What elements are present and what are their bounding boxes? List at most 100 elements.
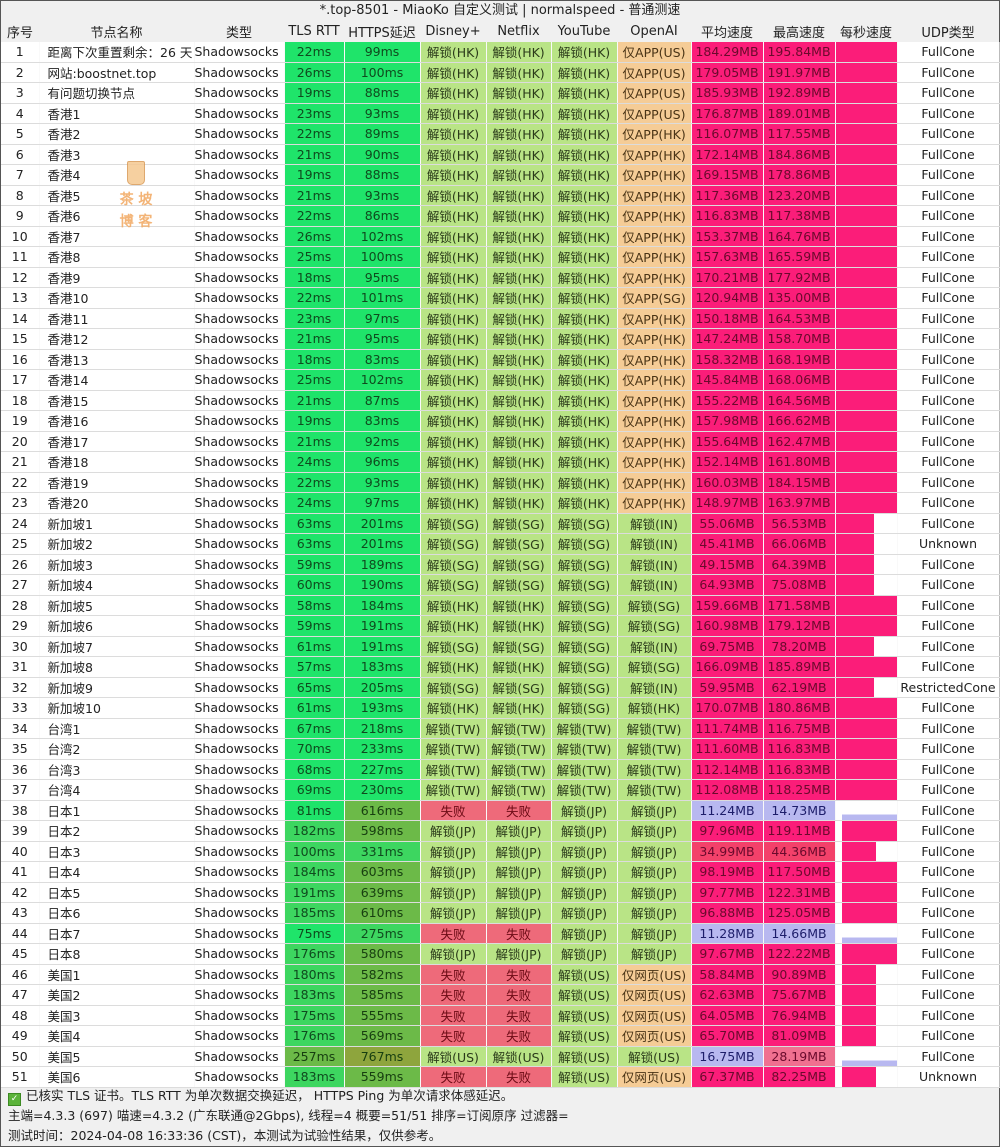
table-row[interactable]: 41 日本4 Shadowsocks 184ms 603ms 解锁(JP) 解锁(JP) 解锁…	[1, 861, 1000, 883]
cell-udp-type: FullCone	[897, 984, 1000, 1006]
speed-sparkline	[835, 349, 898, 370]
cell-node-name: 香港19	[39, 472, 195, 493]
cell-netflix: 解锁(HK)	[486, 390, 552, 411]
cell-type: Shadowsocks	[194, 62, 285, 83]
table-row[interactable]: 11 香港8 Shadowsocks 25ms 100ms 解锁(HK) 解锁(HK) 解锁(…	[1, 246, 1000, 268]
table-row[interactable]: 21 香港18 Shadowsocks 24ms 96ms 解锁(HK) 解锁(HK) 解锁(…	[1, 451, 1000, 473]
cell-youtube: 解锁(HK)	[551, 472, 618, 493]
table-row[interactable]: 5 香港2 Shadowsocks 22ms 89ms 解锁(HK) 解锁(HK) 解锁(HK…	[1, 123, 1000, 145]
cell-openai: 解锁(TW)	[617, 759, 692, 780]
table-row[interactable]: 19 香港16 Shadowsocks 19ms 83ms 解锁(HK) 解锁(HK) 解锁(…	[1, 410, 1000, 432]
cell-disney: 解锁(HK)	[420, 164, 487, 186]
sparkline-bar	[835, 308, 896, 328]
table-row[interactable]: 9 香港6 Shadowsocks 22ms 86ms 解锁(HK) 解锁(HK) 解锁(HK…	[1, 205, 1000, 227]
table-row[interactable]: 50 美国5 Shadowsocks 257ms 767ms 解锁(US) 解锁(US) 解锁…	[1, 1046, 1000, 1067]
table-row[interactable]: 43 日本6 Shadowsocks 185ms 610ms 解锁(JP) 解锁(JP) 解锁…	[1, 902, 1000, 924]
cell-index: 42	[1, 882, 40, 903]
table-row[interactable]: 39 日本2 Shadowsocks 182ms 598ms 解锁(JP) 解锁(JP) 解锁…	[1, 820, 1000, 842]
cell-avg-speed: 184.29MB	[691, 42, 764, 63]
table-row[interactable]: 32 新加坡9 Shadowsocks 65ms 205ms 解锁(SG) 解锁(SG) 解锁…	[1, 677, 1000, 698]
table-row[interactable]: 10 香港7 Shadowsocks 26ms 102ms 解锁(HK) 解锁(HK) 解锁(…	[1, 226, 1000, 247]
cell-index: 12	[1, 267, 40, 288]
table-row[interactable]: 2 网站:boostnet.top Shadowsocks 26ms 100ms 解锁(H…	[1, 62, 1000, 83]
column-header-avg-speed[interactable]: 平均速度	[691, 21, 763, 42]
cell-disney: 解锁(JP)	[420, 882, 487, 903]
column-header-per-second-speed[interactable]: 每秒速度	[835, 21, 897, 42]
cell-https-latency: 193ms	[344, 697, 421, 719]
table-row[interactable]: 37 台湾4 Shadowsocks 69ms 230ms 解锁(TW) 解锁(TW) 解锁(…	[1, 779, 1000, 801]
table-row[interactable]: 25 新加坡2 Shadowsocks 63ms 201ms 解锁(SG) 解锁(SG) 解锁…	[1, 533, 1000, 555]
table-row[interactable]: 47 美国2 Shadowsocks 183ms 585ms 失败 失败 解锁(US) 仅网页(…	[1, 984, 1000, 1006]
table-row[interactable]: 24 新加坡1 Shadowsocks 63ms 201ms 解锁(SG) 解锁(SG) 解锁…	[1, 513, 1000, 534]
column-header-openai[interactable]: OpenAI	[617, 21, 691, 42]
table-row[interactable]: 26 新加坡3 Shadowsocks 59ms 189ms 解锁(SG) 解锁(SG) 解锁…	[1, 554, 1000, 575]
checkbox-checked-icon[interactable]: ✓	[8, 1093, 21, 1106]
sparkline-bar	[841, 923, 896, 943]
table-row[interactable]: 33 新加坡10 Shadowsocks 61ms 193ms 解锁(HK) 解锁(HK) 解…	[1, 697, 1000, 719]
cell-youtube: 解锁(JP)	[551, 902, 618, 924]
cell-avg-speed: 96.88MB	[691, 902, 764, 924]
table-row[interactable]: 34 台湾1 Shadowsocks 67ms 218ms 解锁(TW) 解锁(TW) 解锁(…	[1, 718, 1000, 739]
table-row[interactable]: 20 香港17 Shadowsocks 21ms 92ms 解锁(HK) 解锁(HK) 解锁(…	[1, 431, 1000, 452]
table-row[interactable]: 46 美国1 Shadowsocks 180ms 582ms 失败 失败 解锁(US) 仅网页(…	[1, 964, 1000, 985]
table-row[interactable]: 31 新加坡8 Shadowsocks 57ms 183ms 解锁(HK) 解锁(HK) 解锁…	[1, 656, 1000, 678]
cell-node-name: 日本4	[39, 861, 195, 883]
column-header-tls-rtt[interactable]: TLS RTT	[284, 21, 344, 42]
table-row[interactable]: 27 新加坡4 Shadowsocks 60ms 190ms 解锁(SG) 解锁(SG) 解锁…	[1, 574, 1000, 596]
table-row[interactable]: 42 日本5 Shadowsocks 191ms 639ms 解锁(JP) 解锁(JP) 解锁…	[1, 882, 1000, 903]
table-row[interactable]: 4 香港1 Shadowsocks 23ms 93ms 解锁(HK) 解锁(HK) 解锁(HK…	[1, 103, 1000, 124]
table-row[interactable]: 35 台湾2 Shadowsocks 70ms 233ms 解锁(TW) 解锁(TW) 解锁(…	[1, 738, 1000, 760]
column-header-netflix[interactable]: Netflix	[486, 21, 551, 42]
cell-node-name: 网站:boostnet.top	[39, 62, 195, 83]
speed-sparkline	[835, 42, 898, 63]
cell-openai: 仅APP(HK)	[617, 349, 692, 370]
table-row[interactable]: 28 新加坡5 Shadowsocks 58ms 184ms 解锁(HK) 解锁(HK) 解锁…	[1, 595, 1000, 616]
cell-type: Shadowsocks	[194, 615, 285, 637]
table-row[interactable]: 22 香港19 Shadowsocks 22ms 93ms 解锁(HK) 解锁(HK) 解锁(…	[1, 472, 1000, 493]
table-row[interactable]: 1 距离下次重置剩余：26 天 Shadowsocks 22ms 99ms 解锁(HK) 解…	[1, 42, 1000, 63]
column-header-node-name[interactable]: 节点名称	[39, 21, 194, 42]
table-row[interactable]: 49 美国4 Shadowsocks 176ms 569ms 失败 失败 解锁(US) 仅网页(…	[1, 1025, 1000, 1047]
cell-index: 22	[1, 472, 40, 493]
table-row[interactable]: 15 香港12 Shadowsocks 21ms 95ms 解锁(HK) 解锁(HK) 解锁(…	[1, 328, 1000, 350]
cell-max-speed: 76.94MB	[763, 1005, 836, 1026]
table-row[interactable]: 17 香港14 Shadowsocks 25ms 102ms 解锁(HK) 解锁(HK) 解锁…	[1, 369, 1000, 391]
table-row[interactable]: 23 香港20 Shadowsocks 24ms 97ms 解锁(HK) 解锁(HK) 解锁(…	[1, 492, 1000, 514]
table-row[interactable]: 29 新加坡6 Shadowsocks 59ms 191ms 解锁(HK) 解锁(HK) 解锁…	[1, 615, 1000, 637]
column-header-type[interactable]: 类型	[194, 21, 284, 42]
table-row[interactable]: 14 香港11 Shadowsocks 23ms 97ms 解锁(HK) 解锁(HK) 解锁(…	[1, 308, 1000, 329]
cell-node-name: 日本8	[39, 943, 195, 965]
table-row[interactable]: 16 香港13 Shadowsocks 18ms 83ms 解锁(HK) 解锁(HK) 解锁(…	[1, 349, 1000, 370]
table-row[interactable]: 40 日本3 Shadowsocks 100ms 331ms 解锁(JP) 解锁(JP) 解锁…	[1, 841, 1000, 862]
cell-type: Shadowsocks	[194, 1025, 285, 1047]
table-row[interactable]: 12 香港9 Shadowsocks 18ms 95ms 解锁(HK) 解锁(HK) 解锁(H…	[1, 267, 1000, 288]
cell-avg-speed: 11.24MB	[691, 800, 764, 821]
table-row[interactable]: 44 日本7 Shadowsocks 75ms 275ms 失败 失败 解锁(JP) 解锁(JP…	[1, 923, 1000, 944]
table-row[interactable]: 6 香港3 Shadowsocks 21ms 90ms 解锁(HK) 解锁(HK) 解锁(HK…	[1, 144, 1000, 165]
cell-node-name: 台湾1	[39, 718, 195, 739]
cell-node-name: 香港13	[39, 349, 195, 370]
column-header-https-latency[interactable]: HTTPS延迟	[344, 21, 420, 42]
sparkline-bar	[835, 42, 896, 61]
table-row[interactable]: 36 台湾3 Shadowsocks 68ms 227ms 解锁(TW) 解锁(TW) 解锁(…	[1, 759, 1000, 780]
table-row[interactable]: 7 香港4 Shadowsocks 19ms 88ms 解锁(HK) 解锁(HK) 解锁(HK…	[1, 164, 1000, 186]
table-row[interactable]: 51 美国6 Shadowsocks 183ms 559ms 失败 失败 解锁(US) 仅网页(…	[1, 1066, 1000, 1088]
table-row[interactable]: 13 香港10 Shadowsocks 22ms 101ms 解锁(HK) 解锁(HK) 解锁…	[1, 287, 1000, 309]
cell-https-latency: 191ms	[344, 615, 421, 637]
column-header-max-speed[interactable]: 最高速度	[763, 21, 835, 42]
cell-https-latency: 102ms	[344, 369, 421, 391]
column-header-youtube[interactable]: YouTube	[551, 21, 617, 42]
cell-https-latency: 92ms	[344, 431, 421, 452]
table-row[interactable]: 48 美国3 Shadowsocks 175ms 555ms 失败 失败 解锁(US) 仅网页(…	[1, 1005, 1000, 1026]
table-row[interactable]: 18 香港15 Shadowsocks 21ms 87ms 解锁(HK) 解锁(HK) 解锁(…	[1, 390, 1000, 411]
column-header-udp-type[interactable]: UDP类型	[897, 21, 999, 42]
table-row[interactable]: 3 有问题切换节点 Shadowsocks 19ms 88ms 解锁(HK) 解锁(HK) 解…	[1, 82, 1000, 104]
cell-node-name: 日本7	[39, 923, 195, 944]
table-row[interactable]: 38 日本1 Shadowsocks 81ms 616ms 失败 失败 解锁(JP) 解锁(JP…	[1, 800, 1000, 821]
table-row[interactable]: 30 新加坡7 Shadowsocks 61ms 191ms 解锁(SG) 解锁(SG) 解锁…	[1, 636, 1000, 657]
column-header-index[interactable]: 序号	[1, 21, 39, 42]
column-header-disney[interactable]: Disney+	[420, 21, 486, 42]
table-row[interactable]: 8 香港5 Shadowsocks 21ms 93ms 解锁(HK) 解锁(HK) 解锁(HK…	[1, 185, 1000, 206]
table-row[interactable]: 45 日本8 Shadowsocks 176ms 580ms 解锁(JP) 解锁(JP) 解锁…	[1, 943, 1000, 965]
cell-openai: 仅APP(SG)	[617, 287, 692, 309]
